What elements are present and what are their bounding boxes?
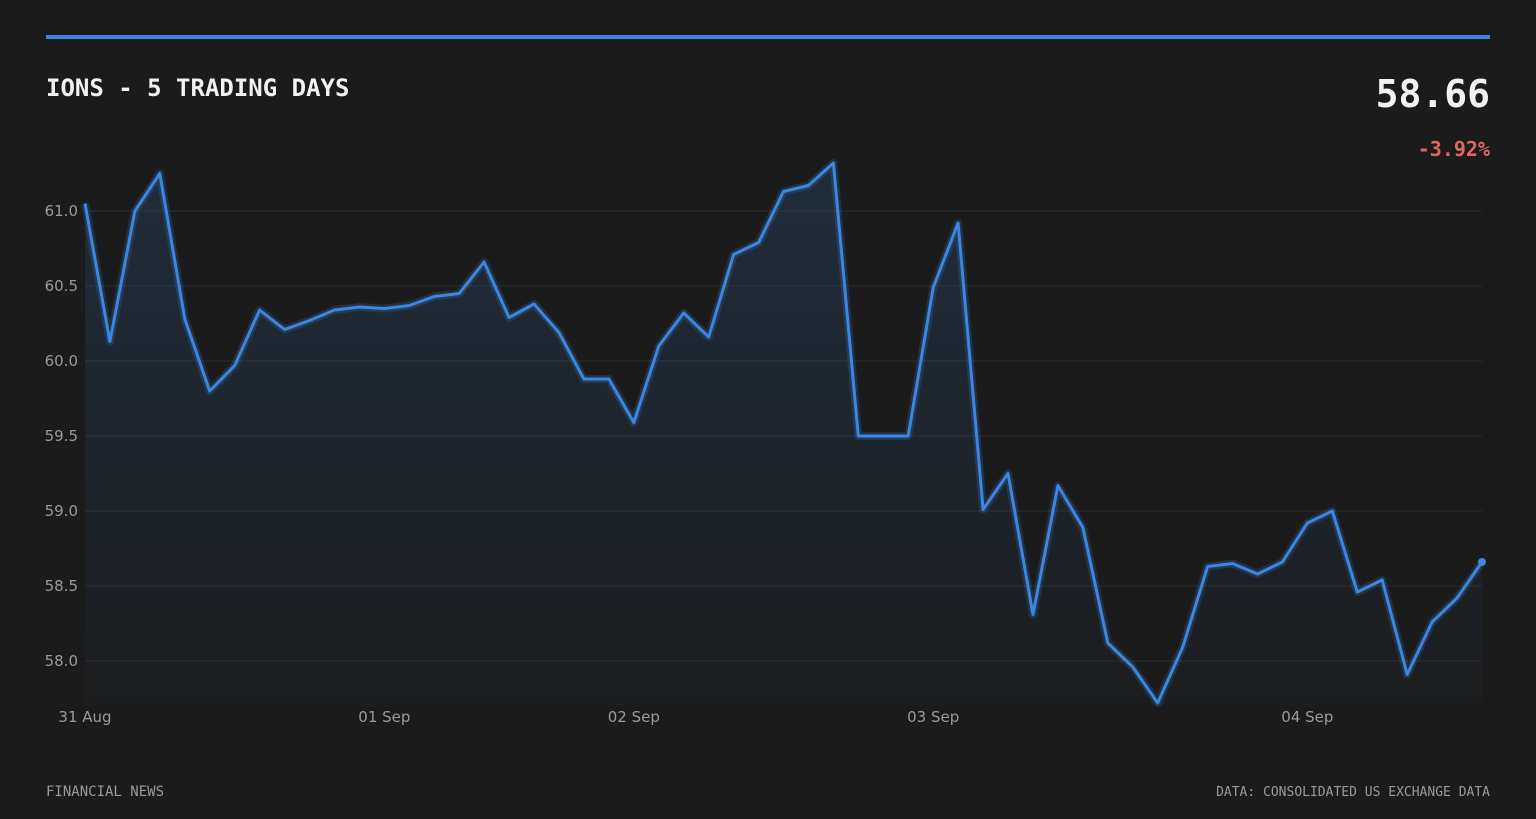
y-tick-label: 58.5 [45, 577, 78, 595]
y-tick-label: 59.5 [45, 427, 78, 445]
last-point [1478, 558, 1486, 566]
top-accent-bar [46, 35, 1490, 39]
line [83, 161, 1484, 705]
plot-area: 58.0 58.5 59.0 59.5 60.0 60.5 61.0 31 Aug 01 Sep… [45, 159, 1486, 726]
area [85, 163, 1482, 706]
source-label: DATA: CONSOLIDATED US EXCHANGE DATA [1216, 785, 1490, 800]
y-tick-label: 60.0 [45, 352, 78, 370]
y-tick-label: 59.0 [45, 502, 78, 520]
last-price: 58.66 [1376, 72, 1490, 116]
brand-label: FINANCIAL NEWS [46, 784, 164, 800]
x-tick-label: 02 Sep [608, 708, 660, 726]
x-tick-label: 03 Sep [907, 708, 959, 726]
y-tick-label: 61.0 [45, 202, 78, 220]
x-tick-label: 01 Sep [358, 708, 410, 726]
x-tick-label: 04 Sep [1281, 708, 1333, 726]
chart-title: IONS - 5 TRADING DAYS [46, 74, 349, 102]
y-tick-label: 60.5 [45, 277, 78, 295]
y-tick-label: 58.0 [45, 652, 78, 670]
price-change: -3.92% [1418, 137, 1490, 161]
x-tick-label: 31 Aug [58, 708, 111, 726]
